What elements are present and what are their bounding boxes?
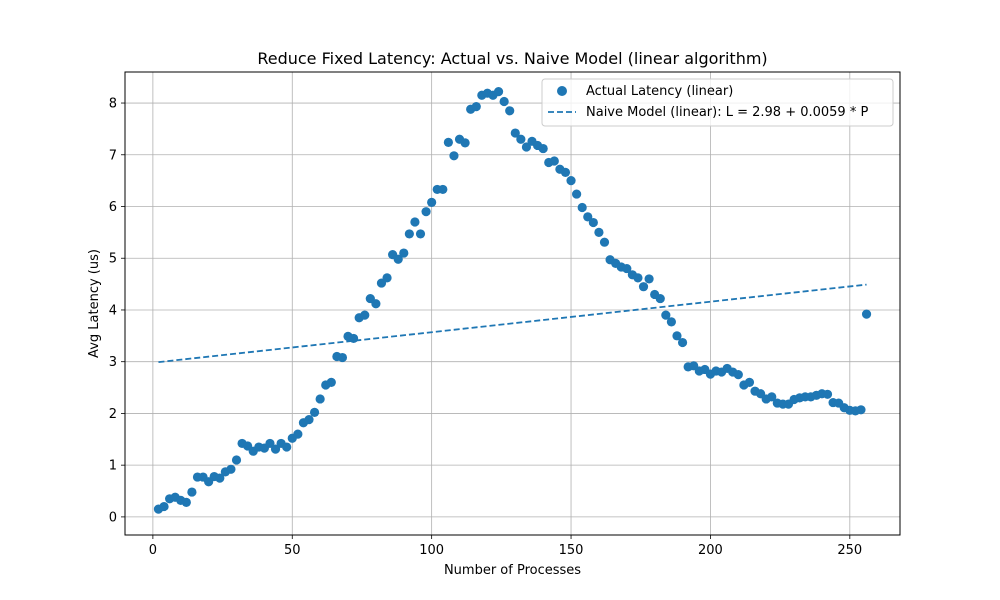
data-point <box>181 497 191 508</box>
legend-box <box>541 78 894 127</box>
data-point <box>672 331 682 341</box>
y-tick-label: 1 <box>109 459 117 474</box>
data-point <box>577 202 587 213</box>
x-tick-label: 250 <box>837 543 862 558</box>
data-point <box>326 377 336 387</box>
data-point <box>599 237 610 247</box>
data-point <box>360 310 370 320</box>
model-line-layer <box>158 283 867 364</box>
data-point <box>583 212 593 222</box>
data-point <box>226 464 236 474</box>
x-tick-label: 0 <box>149 543 157 558</box>
data-point <box>270 444 281 454</box>
data-point <box>231 455 242 465</box>
data-point <box>415 229 426 239</box>
grid <box>125 72 900 535</box>
data-point <box>655 293 665 304</box>
data-point <box>566 176 576 186</box>
y-tick-label: 0 <box>109 510 117 525</box>
data-point <box>510 128 520 138</box>
y-tick-label: 3 <box>109 355 117 370</box>
data-point <box>644 274 654 284</box>
x-tick-label: 150 <box>559 543 584 558</box>
data-point <box>215 473 225 483</box>
y-tick-label: 6 <box>109 200 117 215</box>
data-point <box>382 273 392 283</box>
data-point <box>733 370 743 380</box>
scatter-points <box>153 87 872 514</box>
data-point <box>304 415 314 425</box>
data-point <box>315 394 325 404</box>
data-point <box>560 167 571 177</box>
data-point <box>449 151 459 161</box>
data-point <box>521 142 532 152</box>
data-point <box>265 438 275 449</box>
legend: Actual Latency (linear) Naive Model (lin… <box>541 78 894 127</box>
y-tick-label: 4 <box>109 303 117 318</box>
data-point <box>588 217 598 228</box>
data-point <box>404 229 414 239</box>
data-point <box>594 227 604 237</box>
data-point <box>499 96 509 107</box>
y-axis-label: Avg Latency (us) <box>87 249 102 358</box>
data-point <box>744 377 755 387</box>
data-point <box>622 263 632 274</box>
data-point <box>348 333 359 344</box>
data-point <box>861 309 872 319</box>
data-point <box>438 184 448 195</box>
x-tick-label: 50 <box>284 543 301 558</box>
data-point <box>767 392 777 402</box>
data-point <box>393 254 403 264</box>
data-point <box>661 310 671 320</box>
legend-marker-actual <box>557 86 567 96</box>
y-tick-label: 2 <box>109 407 117 422</box>
data-point <box>399 248 409 258</box>
data-point <box>460 138 470 148</box>
data-point <box>282 442 292 452</box>
x-axis-label: Number of Processes <box>444 563 581 578</box>
x-tick-label: 200 <box>698 543 723 558</box>
data-point <box>633 273 643 283</box>
chart-title: Reduce Fixed Latency: Actual vs. Naive M… <box>257 49 767 68</box>
data-point <box>822 389 833 399</box>
legend-label-model: Naive Model (linear): L = 2.98 + 0.0059 … <box>586 105 868 120</box>
y-tick-label: 8 <box>109 97 117 112</box>
x-tick-label: 100 <box>419 543 444 558</box>
data-point <box>549 156 559 166</box>
x-axis-ticks: 0 50 100 150 200 250 <box>149 535 862 558</box>
data-point <box>677 337 688 348</box>
data-point <box>666 317 677 327</box>
y-tick-label: 5 <box>109 252 117 267</box>
plot-frame <box>124 71 901 536</box>
data-point <box>427 197 437 207</box>
data-point <box>443 137 453 147</box>
naive-model-line <box>158 283 867 364</box>
data-point <box>371 299 381 309</box>
data-point <box>856 405 866 415</box>
data-point <box>505 106 515 116</box>
legend-label-actual: Actual Latency (linear) <box>586 84 733 99</box>
data-point <box>572 189 582 199</box>
data-point <box>293 429 303 439</box>
data-point <box>309 407 320 417</box>
data-point <box>421 207 431 217</box>
y-axis-ticks: 0 1 2 3 4 5 6 7 8 <box>109 97 125 525</box>
data-point <box>516 134 526 144</box>
data-point <box>493 87 504 97</box>
data-point <box>471 102 481 112</box>
data-point <box>337 352 348 363</box>
data-point <box>538 143 548 154</box>
data-point <box>159 501 169 512</box>
data-point <box>410 217 420 227</box>
data-point <box>187 487 197 497</box>
y-tick-label: 7 <box>109 148 117 163</box>
data-point <box>638 282 649 292</box>
